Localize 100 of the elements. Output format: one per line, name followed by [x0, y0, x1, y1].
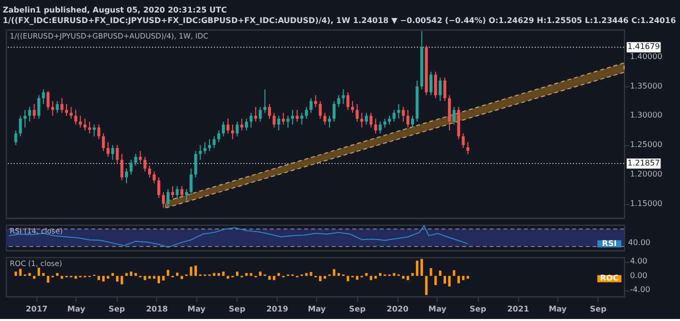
candlestick — [328, 115, 331, 128]
bar — [116, 276, 118, 282]
candlestick — [304, 106, 308, 120]
candlestick — [236, 121, 239, 137]
x-tick-label: May — [548, 304, 567, 314]
bar — [28, 273, 31, 276]
bar — [111, 273, 114, 276]
bar — [98, 276, 100, 280]
x-tick-label: May — [67, 304, 86, 314]
candlestick — [143, 156, 146, 172]
candlestick — [111, 144, 114, 160]
candlestick — [18, 115, 22, 137]
candlestick — [337, 94, 340, 108]
candlestick — [166, 188, 170, 208]
y-tick-label: 1.30000 — [630, 110, 662, 120]
bar — [416, 260, 418, 276]
bar — [176, 272, 178, 276]
candlestick — [212, 136, 216, 149]
bar — [144, 276, 146, 280]
bar — [392, 273, 396, 276]
candlestick — [443, 77, 446, 102]
candlestick — [282, 112, 285, 126]
text: ROC — [600, 274, 619, 283]
ref-line-label: 1.21857 — [628, 158, 660, 168]
candlestick — [120, 153, 124, 181]
candlestick — [411, 115, 414, 128]
candlestick — [184, 188, 188, 202]
candlestick — [244, 118, 248, 131]
chart-title: Zabelin1 published, August 05, 2020 20:31:25 UTC — [2, 5, 228, 14]
x-tick-label: 2017 — [26, 304, 48, 314]
bar — [42, 273, 45, 276]
candlestick — [268, 104, 271, 120]
x-tick-label: 2019 — [266, 304, 288, 314]
bar — [462, 276, 464, 280]
x-tick-label: Sep — [590, 304, 607, 314]
x-tick-label: May — [428, 304, 446, 314]
x-tick-label: 2020 — [386, 304, 409, 314]
bar — [337, 273, 340, 276]
bar — [365, 273, 368, 276]
candlestick — [323, 112, 326, 126]
bar — [56, 273, 59, 276]
candlestick — [374, 118, 378, 134]
y-tick-label: 0.00 — [630, 270, 648, 280]
bar — [420, 258, 423, 276]
bar — [434, 276, 437, 286]
y-tick-label: 1.25000 — [630, 140, 662, 150]
bar — [130, 272, 132, 276]
candlestick — [272, 112, 276, 128]
x-tick-label: May — [308, 304, 326, 314]
bar — [356, 276, 358, 280]
candlestick — [152, 171, 156, 184]
candlestick — [70, 106, 73, 120]
bar — [250, 273, 252, 276]
candlestick — [397, 104, 400, 120]
bar — [444, 276, 446, 284]
bar — [222, 272, 225, 276]
x-tick-label: 2021 — [507, 304, 530, 314]
bar — [218, 273, 220, 276]
x-tick-label: Sep — [349, 304, 366, 314]
candlestick — [332, 100, 336, 122]
candlestick — [102, 132, 105, 152]
bar — [134, 273, 137, 276]
bar — [305, 273, 308, 276]
bar — [272, 276, 276, 280]
candlestick — [28, 106, 32, 122]
candlestick — [370, 112, 372, 128]
bar — [245, 273, 248, 276]
candlestick — [106, 142, 110, 158]
bar — [278, 273, 280, 276]
candlestick — [430, 71, 432, 96]
candlestick — [162, 192, 165, 208]
candlestick — [392, 109, 396, 122]
candlestick — [351, 100, 354, 114]
bar — [332, 269, 336, 276]
y-tick-label: 1.15000 — [630, 198, 662, 208]
x-tick-label: Sep — [108, 304, 126, 314]
bar — [46, 276, 50, 283]
candlestick — [51, 100, 54, 116]
candlestick — [466, 142, 470, 155]
candlestick — [138, 150, 142, 164]
candlestick — [78, 115, 82, 128]
candlestick — [310, 98, 312, 114]
bar — [438, 270, 442, 276]
candlestick — [406, 109, 410, 128]
candlestick — [452, 106, 456, 126]
y-tick-label: 1.40000 — [630, 52, 662, 62]
candlestick — [240, 118, 244, 131]
bar — [158, 276, 160, 284]
candlestick — [84, 118, 86, 131]
candlestick — [190, 168, 193, 196]
bar — [346, 276, 350, 282]
candlestick — [346, 92, 350, 110]
candlestick — [402, 106, 405, 122]
candlestick — [60, 98, 64, 114]
candlestick — [65, 104, 68, 116]
candlestick — [231, 124, 234, 140]
bar — [38, 268, 40, 276]
candlestick — [438, 77, 442, 102]
y-tick-label: 1.35000 — [630, 81, 662, 90]
bar — [102, 276, 105, 282]
